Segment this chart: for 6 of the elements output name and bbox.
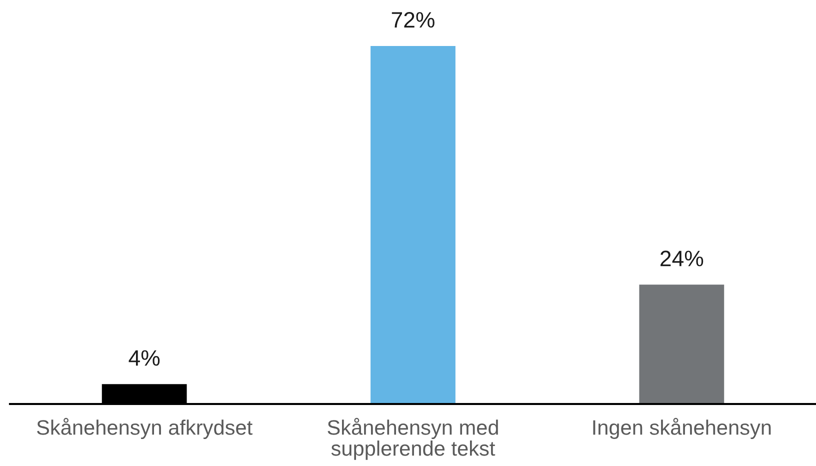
data-label: 4% xyxy=(128,350,160,366)
x-tick-label: Skånehensyn afkrydset xyxy=(37,418,252,440)
data-label: 24% xyxy=(660,250,704,266)
x-tick-label: Skånehensyn med supplerende tekst xyxy=(328,418,498,460)
x-tick-label: Ingen skånehensyn xyxy=(593,418,771,440)
data-label: 72% xyxy=(392,12,434,28)
